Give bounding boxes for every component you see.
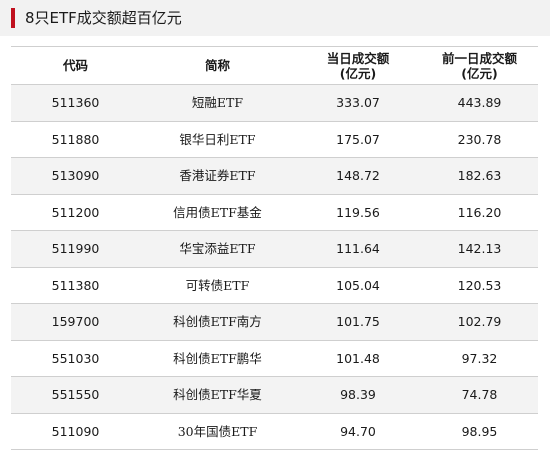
row-code: 511990 — [11, 241, 140, 256]
row-prev-volume: 230.78 — [421, 132, 538, 147]
row-name: 银华日利ETF — [140, 132, 295, 147]
row-prev-volume: 120.53 — [421, 278, 538, 293]
row-name: 科创债ETF南方 — [140, 314, 295, 329]
header-today-volume-unit: (亿元) — [295, 66, 421, 81]
row-today-volume: 111.64 — [295, 241, 421, 256]
row-code: 511200 — [11, 205, 140, 220]
table-row: 159700 科创债ETF南方 101.75 102.79 — [11, 304, 538, 341]
row-code: 511360 — [11, 95, 140, 110]
row-code: 511090 — [11, 424, 140, 439]
row-today-volume: 119.56 — [295, 205, 421, 220]
row-today-volume: 148.72 — [295, 168, 421, 183]
table-row: 551550 科创债ETF华夏 98.39 74.78 — [11, 377, 538, 414]
row-today-volume: 101.48 — [295, 351, 421, 366]
table-row: 511380 可转债ETF 105.04 120.53 — [11, 268, 538, 305]
row-prev-volume: 74.78 — [421, 387, 538, 402]
etf-table: 代码 简称 当日成交额 (亿元) 前一日成交额 (亿元) 511360 短融ET… — [11, 46, 538, 450]
table-row: 511880 银华日利ETF 175.07 230.78 — [11, 122, 538, 159]
page-title: 8只ETF成交额超百亿元 — [25, 7, 182, 29]
header-code: 代码 — [11, 58, 140, 73]
row-today-volume: 333.07 — [295, 95, 421, 110]
row-name: 30年国债ETF — [140, 424, 295, 439]
row-name: 科创债ETF华夏 — [140, 387, 295, 402]
row-name: 华宝添益ETF — [140, 241, 295, 256]
table-row: 511360 短融ETF 333.07 443.89 — [11, 85, 538, 122]
row-prev-volume: 98.95 — [421, 424, 538, 439]
row-name: 可转债ETF — [140, 278, 295, 293]
row-code: 551550 — [11, 387, 140, 402]
title-bar: 8只ETF成交额超百亿元 — [0, 0, 550, 36]
row-code: 551030 — [11, 351, 140, 366]
row-name: 信用债ETF基金 — [140, 205, 295, 220]
row-prev-volume: 142.13 — [421, 241, 538, 256]
table-row: 551030 科创债ETF鹏华 101.48 97.32 — [11, 341, 538, 378]
row-today-volume: 94.70 — [295, 424, 421, 439]
table-row: 511200 信用债ETF基金 119.56 116.20 — [11, 195, 538, 232]
row-prev-volume: 102.79 — [421, 314, 538, 329]
row-name: 香港证券ETF — [140, 168, 295, 183]
table-header-row: 代码 简称 当日成交额 (亿元) 前一日成交额 (亿元) — [11, 47, 538, 85]
row-code: 511380 — [11, 278, 140, 293]
header-prev-volume-unit: (亿元) — [421, 66, 538, 81]
row-code: 159700 — [11, 314, 140, 329]
header-name: 简称 — [140, 58, 295, 73]
row-today-volume: 105.04 — [295, 278, 421, 293]
row-code: 513090 — [11, 168, 140, 183]
row-prev-volume: 97.32 — [421, 351, 538, 366]
header-today-volume: 当日成交额 (亿元) — [295, 51, 421, 81]
row-name: 短融ETF — [140, 95, 295, 110]
table-row: 511990 华宝添益ETF 111.64 142.13 — [11, 231, 538, 268]
row-today-volume: 98.39 — [295, 387, 421, 402]
header-prev-volume-label: 前一日成交额 — [421, 51, 538, 66]
row-code: 511880 — [11, 132, 140, 147]
row-prev-volume: 443.89 — [421, 95, 538, 110]
row-prev-volume: 116.20 — [421, 205, 538, 220]
header-prev-volume: 前一日成交额 (亿元) — [421, 51, 538, 81]
table-row: 513090 香港证券ETF 148.72 182.63 — [11, 158, 538, 195]
header-today-volume-label: 当日成交额 — [295, 51, 421, 66]
row-today-volume: 175.07 — [295, 132, 421, 147]
row-prev-volume: 182.63 — [421, 168, 538, 183]
row-today-volume: 101.75 — [295, 314, 421, 329]
title-accent-bar — [11, 8, 15, 28]
row-name: 科创债ETF鹏华 — [140, 351, 295, 366]
